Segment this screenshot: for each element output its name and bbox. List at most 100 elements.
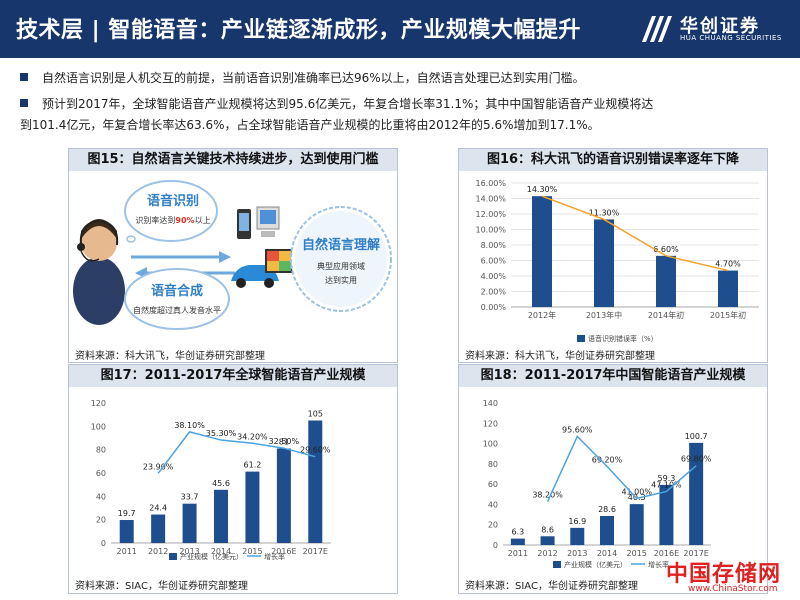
legend-line-label: 增长率	[648, 560, 669, 569]
legend-bar-swatch	[577, 335, 585, 342]
x-tick-label: 2012	[148, 547, 168, 556]
bar	[594, 219, 614, 307]
logo-mark-icon	[642, 16, 672, 42]
svg-text:识别率达到90%以上: 识别率达到90%以上	[135, 215, 210, 225]
bullet-2-text-b: 到101.4亿元，年复合增长率达63.6%，占全球智能语音产业规模的比重将由20…	[20, 118, 600, 132]
y-tick-label: 16.00%	[475, 179, 506, 188]
fig18-chart: 0 20 40 60 80 100 120 140 2011 6.3 2012 8.6 2013 16.9…	[483, 399, 712, 569]
bar	[182, 503, 197, 543]
bar	[656, 255, 676, 307]
bar-data-label: 16.9	[568, 517, 586, 526]
slide-title: 技术层 | 智能语音：产业链逐渐成形，产业规模大幅提升	[16, 18, 581, 43]
line-data-label: 38.20%	[532, 491, 563, 500]
line-data-label: 95.60%	[562, 425, 593, 434]
line-data-label: 35.30%	[206, 429, 237, 438]
bubble3-sub1: 典型应用领域	[317, 261, 365, 271]
y-tick-label: 8.00%	[481, 241, 507, 250]
x-tick-label: 2017E	[683, 549, 708, 558]
y-tick-label: 40	[488, 500, 498, 509]
legend-line-label: 增长率	[264, 552, 285, 561]
line-data-label: 34.20%	[237, 432, 268, 441]
x-tick-label: 2015	[242, 547, 262, 556]
y-tick-label: 80	[96, 446, 106, 455]
bullet-1: 自然语言识别是人机交互的前提，当前语音识别准确率已达96%以上，自然语言处理已达…	[20, 68, 780, 89]
trend-line	[541, 195, 729, 272]
person-headset-icon	[73, 219, 125, 325]
slide-header: 技术层 | 智能语音：产业链逐渐成形，产业规模大幅提升 华创证券 HUA CHU…	[0, 0, 800, 58]
bar	[532, 196, 552, 307]
watermark-text: 中国存储网	[666, 562, 782, 587]
fig17-panel: 图17：2011-2017年全球智能语音产业规模 0 20 40 60 80 100 120…	[68, 364, 398, 594]
line-data-label: 69.20%	[592, 455, 623, 464]
bar	[245, 471, 260, 543]
bubble2-sub: 自然度超过真人发音水平	[133, 305, 221, 315]
y-tick-label: 4.00%	[481, 272, 507, 281]
legend-bar-label: 产业规模（亿美元）	[564, 560, 627, 569]
y-tick-label: 40	[96, 492, 106, 501]
y-tick-label: 0	[101, 539, 106, 548]
x-tick-label: 2014	[211, 547, 231, 556]
bar	[629, 504, 644, 545]
x-tick-label: 2016E	[654, 549, 679, 558]
x-tick-label: 2017E	[303, 547, 328, 556]
bubble1-sub-b: 90%	[175, 216, 194, 225]
bar	[718, 270, 738, 307]
bar-data-label: 8.6	[541, 525, 554, 534]
bar-data-label: 61.2	[244, 461, 262, 470]
bubble3-sub2: 达到实用	[325, 275, 357, 285]
y-tick-label: 100	[483, 440, 498, 449]
logo-subtext: HUA CHUANG SECURITIES	[680, 34, 782, 42]
line-data-label: 38.10%	[174, 421, 205, 430]
fig15-panel: 图15：自然语言关键技术持续进步，达到使用门槛 语音识别 识别率达到90%以上	[68, 148, 398, 363]
bar-data-label: 11.30%	[589, 208, 620, 217]
y-tick-label: 100	[91, 422, 106, 431]
x-tick-label: 2011	[508, 549, 528, 558]
bar	[570, 527, 585, 545]
y-tick-label: 6.00%	[481, 257, 507, 266]
legend-bar-label: 语音识别错误率（%）	[588, 334, 658, 343]
logo-text: 华创证券	[680, 16, 760, 37]
fig16-panel: 图16：科大讯飞的语音识别错误率逐年下降 0.00% 2.00% 4.00% 6.00…	[458, 148, 768, 363]
line-data-label: 29.60%	[300, 446, 331, 455]
bar	[659, 484, 674, 545]
bar	[308, 420, 323, 543]
fig18-title: 图18：2011-2017年中国智能语音产业规模	[459, 365, 767, 387]
x-tick-label: 2014年初	[648, 310, 684, 320]
x-tick-label: 2013年中	[586, 310, 622, 320]
y-tick-label: 80	[488, 460, 498, 469]
bar	[151, 514, 166, 543]
x-tick-label: 2012年	[528, 310, 556, 320]
y-tick-label: 120	[91, 399, 106, 408]
y-tick-label: 20	[488, 521, 498, 530]
bar	[600, 515, 614, 545]
line-data-label: 32.50%	[269, 437, 300, 446]
bar	[276, 448, 291, 543]
y-tick-label: 0.00%	[481, 303, 507, 312]
bullet-2: 预计到2017年，全球智能语音产业规模将达到95.6亿美元，年复合增长率31.1…	[20, 94, 780, 136]
fig16-title: 图16：科大讯飞的语音识别错误率逐年下降	[459, 149, 767, 171]
bar	[214, 489, 228, 543]
bubble1-sub-a: 识别率达到	[135, 215, 175, 225]
bar-data-label: 28.6	[598, 505, 616, 514]
y-tick-label: 14.00%	[475, 195, 506, 204]
nlu-bubble	[290, 206, 392, 312]
bar	[540, 536, 555, 545]
fig17-title: 图17：2011-2017年全球智能语音产业规模	[69, 365, 397, 387]
bar-data-label: 6.3	[511, 528, 524, 537]
x-tick-label: 2013	[567, 549, 587, 558]
bar-data-label: 59.3	[658, 474, 676, 483]
bubble2-title: 语音合成	[151, 283, 203, 299]
bar-data-label: 14.30%	[527, 185, 558, 194]
fig15-title: 图15：自然语言关键技术持续进步，达到使用门槛	[69, 149, 397, 171]
y-tick-label: 60	[96, 469, 106, 478]
bar-data-label: 45.6	[212, 479, 230, 488]
legend-bar-swatch	[553, 561, 561, 568]
phone-icon	[237, 209, 251, 239]
company-logo: 华创证券 HUA CHUANG SECURITIES	[640, 12, 790, 48]
watermark-url: www.ChinaStor.com	[688, 584, 778, 594]
x-tick-label: 2015	[627, 549, 647, 558]
x-tick-label: 2016E	[271, 547, 296, 556]
right-arrow-icon	[131, 251, 231, 263]
bar-data-label: 19.7	[118, 509, 136, 518]
bullet-square-icon	[20, 99, 28, 107]
